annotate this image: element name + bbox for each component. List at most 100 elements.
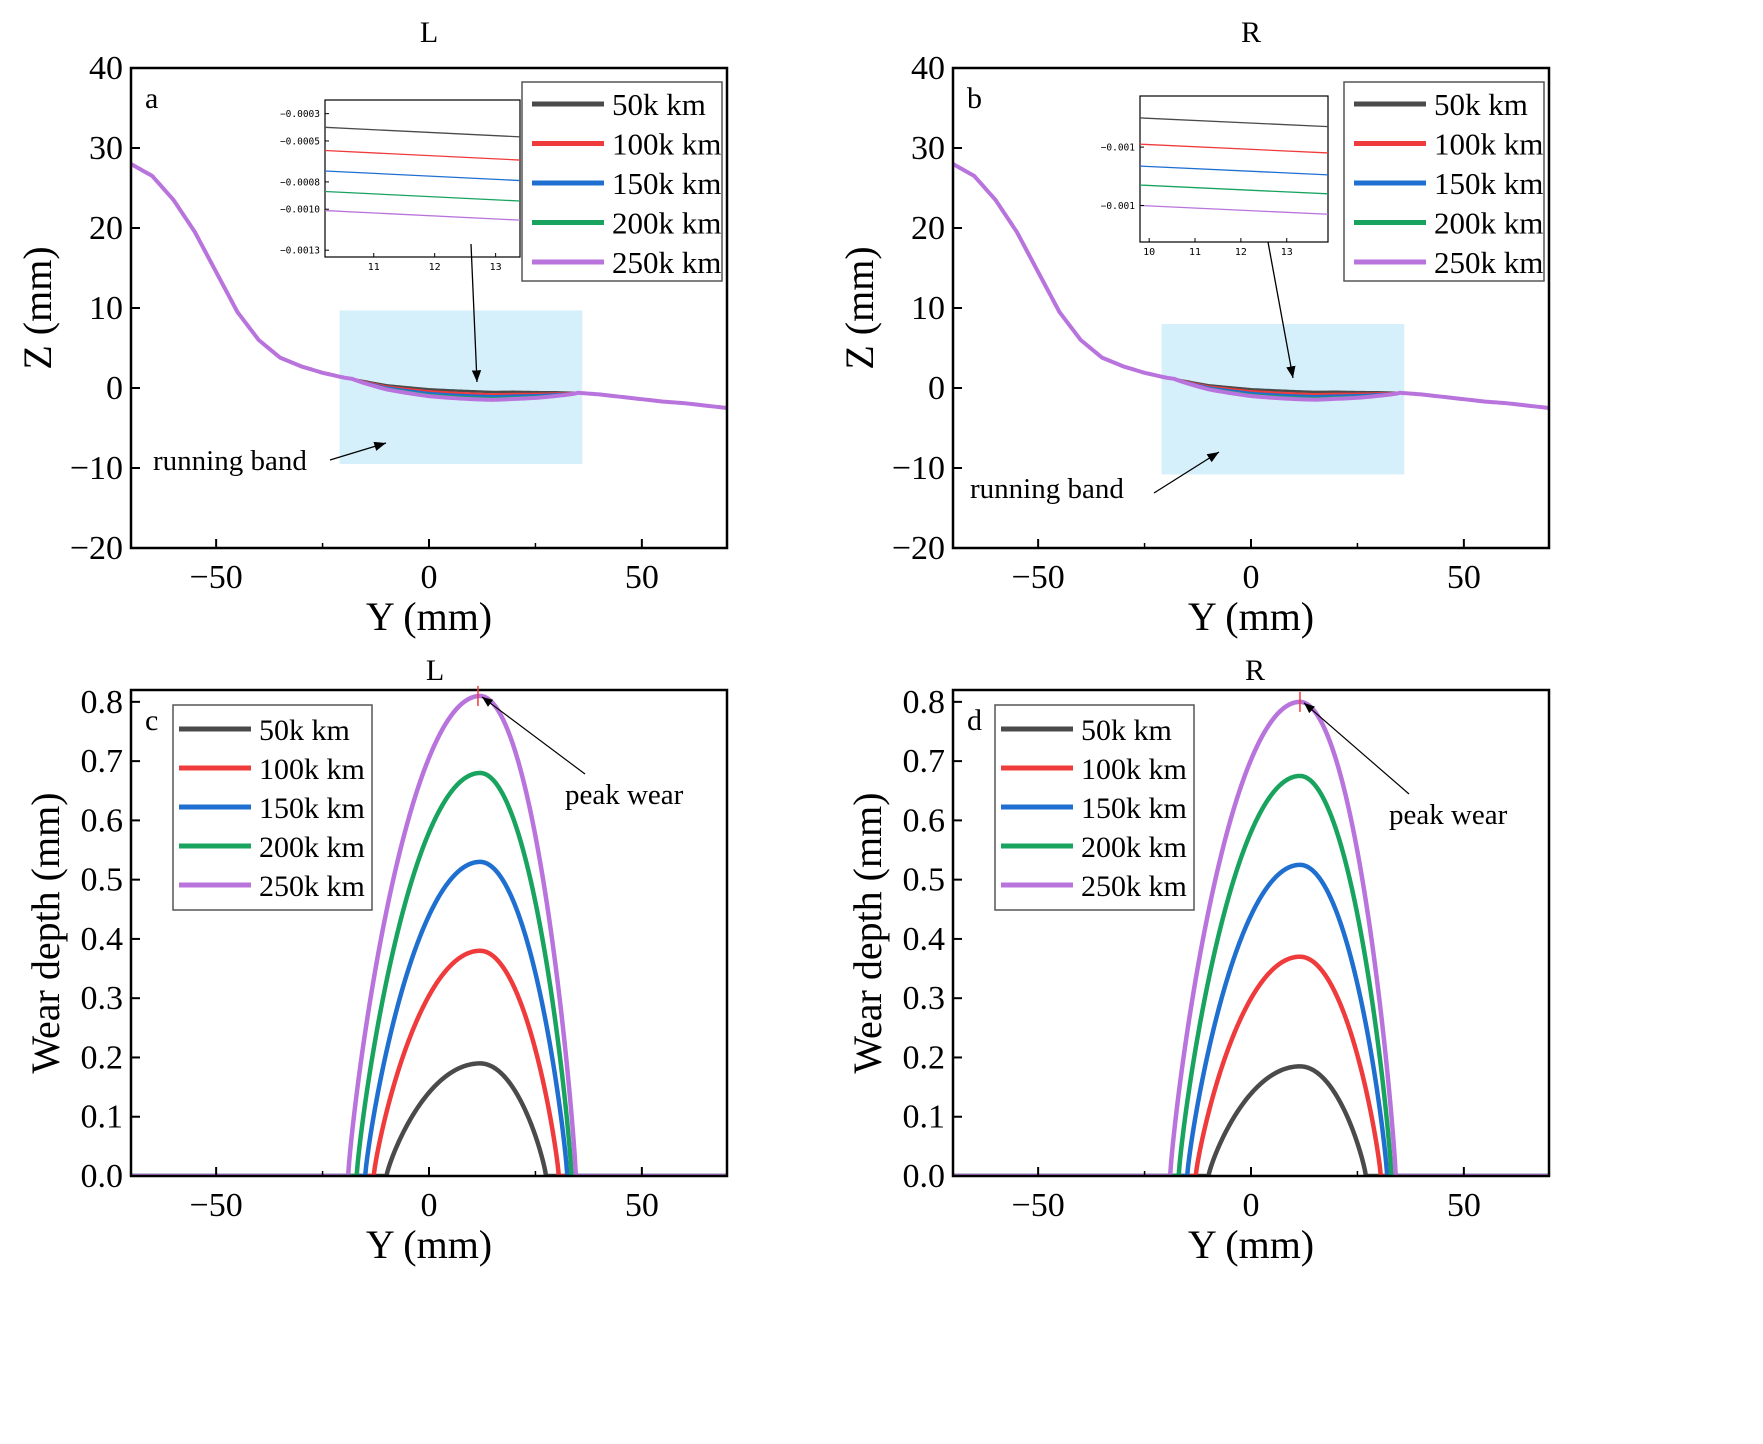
y-tick-label: −10 — [892, 450, 945, 487]
x-tick-label: 50 — [625, 559, 659, 596]
legend-label: 100k km — [259, 753, 365, 786]
inset-line-50k — [324, 126, 521, 138]
series-lines — [131, 693, 727, 1176]
inset-x-tick-label: 12 — [429, 262, 441, 273]
y-tick-label: 30 — [911, 130, 945, 167]
legend-label: 200k km — [259, 831, 365, 864]
y-tick-label: 0.1 — [81, 1099, 124, 1136]
x-tick-label: 50 — [625, 1187, 659, 1224]
series-line-250k — [131, 162, 727, 410]
series-line-50k — [131, 1061, 727, 1176]
legend-label: 250k km — [259, 870, 365, 903]
chart-title: L — [426, 654, 444, 687]
inset-frame — [1139, 95, 1329, 243]
y-tick-label: 20 — [911, 210, 945, 247]
legend-label: 250k km — [1434, 245, 1543, 280]
series-line-150k — [953, 862, 1549, 1176]
peak-wear-label: peak wear — [565, 779, 684, 811]
y-tick-label: 0.6 — [81, 802, 124, 839]
inset-y-tick-label: −0.0010 — [280, 205, 320, 216]
inset-y-tick-label: −0.001 — [1101, 201, 1136, 212]
inset-line-150k — [324, 170, 521, 182]
running-band-label: running band — [153, 445, 307, 477]
chart-title: R — [1241, 16, 1261, 49]
y-tick-label: 0.3 — [903, 980, 946, 1017]
inset-y-tick-label: −0.0005 — [280, 136, 320, 147]
y-tick-label: 0.6 — [903, 802, 946, 839]
inset: 10 11 12 13 −0.001 −0.001 — [1101, 95, 1329, 258]
series-lines — [953, 162, 1549, 410]
y-tick-label: 0 — [106, 370, 123, 407]
y-tick-label: 0.8 — [81, 684, 124, 721]
series-line-150k — [131, 859, 727, 1176]
inset: 11 12 13 −0.0003 −0.0005 −0.0008 −0.0010 −0.001… — [280, 99, 521, 273]
x-tick-label: 0 — [421, 559, 438, 596]
y-tick-label: 0.2 — [903, 1039, 946, 1076]
y-tick-label: 10 — [911, 290, 945, 327]
series-line-200k — [953, 773, 1549, 1176]
y-tick-label: 0.5 — [903, 862, 946, 899]
inset-x-tick-label: 12 — [1235, 247, 1247, 258]
series-lines — [953, 699, 1549, 1176]
y-tick-label: −20 — [70, 530, 123, 567]
inset-y-tick-label: −0.0008 — [280, 177, 320, 188]
y-tick-label: 40 — [911, 50, 945, 87]
legend-label: 200k km — [1081, 831, 1187, 864]
legend-label: 150k km — [612, 166, 721, 201]
y-tick-label: 0.7 — [903, 743, 946, 780]
legend-label: 50k km — [259, 714, 350, 747]
inset-line-250k — [1139, 204, 1329, 215]
running-band-arrow — [1153, 451, 1220, 494]
y-tick-label: 30 — [89, 130, 123, 167]
panel-label: a — [145, 82, 158, 115]
x-tick-label: −50 — [1012, 559, 1065, 596]
y-tick-label: 0.4 — [903, 921, 946, 958]
x-axis-label: Y (mm) — [366, 1222, 492, 1267]
inset-x-tick-label: 13 — [490, 262, 502, 273]
running-band-label: running band — [970, 473, 1124, 505]
y-tick-label: 0 — [928, 370, 945, 407]
series-line-50k — [953, 1064, 1549, 1176]
inset-line-200k — [1139, 184, 1329, 195]
panel-a: L −50 0 50 40 30 20 10 0 −10 −20 Y (mm) Z (mm) a 50k k… — [15, 16, 729, 639]
inset-y-tick-label: −0.001 — [1101, 143, 1136, 154]
x-axis-label: Y (mm) — [366, 594, 492, 639]
x-tick-label: −50 — [190, 1187, 243, 1224]
series-line-200k — [131, 770, 727, 1176]
y-axis-label: Z (mm) — [837, 246, 882, 369]
x-tick-label: 0 — [1243, 1187, 1260, 1224]
legend-label: 100k km — [1081, 753, 1187, 786]
y-tick-label: 40 — [89, 50, 123, 87]
y-tick-label: 0.7 — [81, 743, 124, 780]
legend-label: 200k km — [1434, 206, 1543, 241]
y-tick-label: 0.8 — [903, 684, 946, 721]
y-tick-label: 0.2 — [81, 1039, 124, 1076]
legend-label: 100k km — [612, 127, 721, 162]
y-tick-label: −20 — [892, 530, 945, 567]
x-tick-label: −50 — [190, 559, 243, 596]
legend-label: 200k km — [612, 206, 721, 241]
legend: 50k km 100k km 150k km 200k km 250k km — [994, 704, 1195, 911]
y-tick-label: 0.4 — [81, 921, 124, 958]
y-axis-label: Wear depth (mm) — [845, 792, 890, 1073]
legend: 50k km 100k km 150k km 200k km 250k km — [521, 81, 723, 282]
inset-line-200k — [324, 190, 521, 202]
legend-label: 50k km — [612, 87, 706, 122]
x-tick-label: 50 — [1447, 559, 1481, 596]
legend-label: 150k km — [259, 792, 365, 825]
y-tick-label: 0.5 — [81, 862, 124, 899]
x-axis-label: Y (mm) — [1188, 1222, 1314, 1267]
inset-x-tick-label: 10 — [1143, 247, 1155, 258]
inset-y-tick-label: −0.0003 — [280, 109, 320, 120]
legend-label: 150k km — [1434, 166, 1543, 201]
x-tick-label: 0 — [421, 1187, 438, 1224]
legend: 50k km 100k km 150k km 200k km 250k km — [172, 704, 373, 911]
y-axis-label: Z (mm) — [15, 246, 60, 369]
panel-label: d — [967, 704, 982, 737]
legend: 50k km 100k km 150k km 200k km 250k km — [1343, 81, 1545, 282]
legend-label: 250k km — [612, 245, 721, 280]
x-tick-label: −50 — [1012, 1187, 1065, 1224]
x-axis-label: Y (mm) — [1188, 594, 1314, 639]
series-line-250k — [131, 693, 727, 1176]
